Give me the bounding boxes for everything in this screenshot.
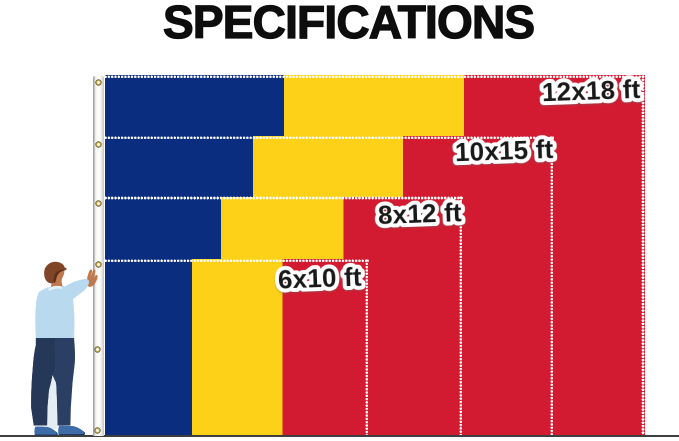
- svg-text:10x15 ft: 10x15 ft: [454, 134, 554, 167]
- svg-text:8x12 ft: 8x12 ft: [377, 197, 462, 230]
- svg-text:6x10 ft: 6x10 ft: [277, 261, 362, 294]
- svg-text:12x18 ft: 12x18 ft: [541, 74, 641, 107]
